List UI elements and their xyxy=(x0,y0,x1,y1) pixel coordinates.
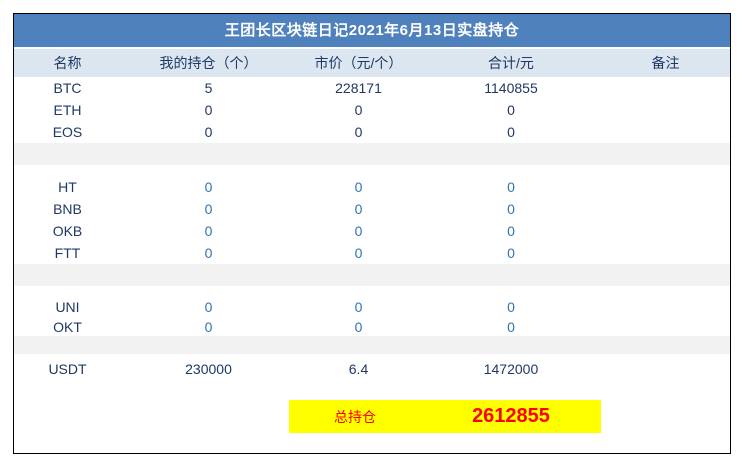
cell-price[interactable]: 0 xyxy=(354,319,363,335)
cell-price[interactable]: 228171 xyxy=(335,80,382,96)
cell-total[interactable]: 0 xyxy=(507,299,515,315)
separator-white xyxy=(14,286,730,296)
cell-total[interactable]: 0 xyxy=(507,102,515,118)
cell-name[interactable]: UNI xyxy=(55,299,80,315)
separator-white xyxy=(14,165,730,176)
cell-name[interactable]: ETH xyxy=(53,102,82,118)
cell-holding[interactable]: 0 xyxy=(204,223,213,239)
column-header-note[interactable]: 备注 xyxy=(651,55,680,71)
cell-name[interactable]: EOS xyxy=(52,124,83,140)
cell-total[interactable]: 0 xyxy=(507,179,515,195)
cell-price[interactable]: 0 xyxy=(354,179,363,195)
cell-name[interactable]: FTT xyxy=(54,245,81,261)
cell-holding[interactable]: 0 xyxy=(204,179,213,195)
cell-holding[interactable]: 0 xyxy=(204,201,213,217)
separator-grey xyxy=(14,143,730,165)
cell-total[interactable]: 0 xyxy=(507,319,515,335)
table-row: FTT 0 0 0 xyxy=(14,242,730,264)
cell-price[interactable]: 0 xyxy=(354,201,363,217)
total-highlight: 总持仓 2612855 xyxy=(289,400,601,433)
cell-name[interactable]: OKB xyxy=(52,223,83,239)
total-label[interactable]: 总持仓 xyxy=(334,408,376,425)
cell-price[interactable]: 0 xyxy=(354,124,363,140)
cell-name[interactable]: BTC xyxy=(53,80,82,96)
total-row: 总持仓 2612855 xyxy=(14,400,730,433)
table-row: OKT 0 0 0 xyxy=(14,318,730,336)
header-row: 名称 我的持仓（个） 市价（元/个） 合计/元 备注 xyxy=(14,49,730,77)
cell-holding[interactable]: 230000 xyxy=(185,361,232,377)
table-row: USDT 230000 6.4 1472000 xyxy=(14,358,730,380)
separator-grey xyxy=(14,336,730,354)
column-header-holding[interactable]: 我的持仓（个） xyxy=(159,55,258,71)
cell-name[interactable]: USDT xyxy=(48,361,87,377)
table-row: HT 0 0 0 xyxy=(14,176,730,198)
total-row-spacer xyxy=(14,400,289,433)
cell-holding[interactable]: 0 xyxy=(204,319,213,335)
cell-total[interactable]: 0 xyxy=(507,245,515,261)
cell-total[interactable]: 1140855 xyxy=(484,80,538,96)
cell-total[interactable]: 0 xyxy=(507,124,515,140)
total-value[interactable]: 2612855 xyxy=(472,405,550,427)
column-header-total[interactable]: 合计/元 xyxy=(488,55,534,71)
cell-holding[interactable]: 0 xyxy=(204,299,213,315)
cell-total[interactable]: 0 xyxy=(507,223,515,239)
cell-holding[interactable]: 0 xyxy=(204,102,213,118)
separator-white xyxy=(14,354,730,358)
cell-price[interactable]: 0 xyxy=(354,245,363,261)
table-row: BTC 5 228171 1140855 xyxy=(14,77,730,99)
cell-price[interactable]: 0 xyxy=(354,102,363,118)
sheet-title: 王团长区块链日记2021年6月13日实盘持仓 xyxy=(14,14,730,47)
cell-total[interactable]: 1472000 xyxy=(483,361,539,377)
cell-total[interactable]: 0 xyxy=(507,201,515,217)
cell-holding[interactable]: 0 xyxy=(204,124,213,140)
table-row: ETH 0 0 0 xyxy=(14,99,730,121)
table-body: BTC 5 228171 1140855 ETH 0 0 0 EOS 0 0 0 HT 0 0 0 BNB 0 0 0… xyxy=(14,77,730,380)
column-header-name[interactable]: 名称 xyxy=(53,55,82,71)
table-row: EOS 0 0 0 xyxy=(14,121,730,143)
cell-holding[interactable]: 5 xyxy=(204,80,213,96)
cell-holding[interactable]: 0 xyxy=(204,245,213,261)
cell-name[interactable]: OKT xyxy=(53,319,82,335)
table-row: UNI 0 0 0 xyxy=(14,296,730,318)
table-row: OKB 0 0 0 xyxy=(14,220,730,242)
cell-price[interactable]: 6.4 xyxy=(348,361,369,377)
cell-name[interactable]: HT xyxy=(58,179,77,195)
column-header-price[interactable]: 市价（元/个） xyxy=(314,55,403,71)
holdings-spreadsheet: 王团长区块链日记2021年6月13日实盘持仓 名称 我的持仓（个） 市价（元/个… xyxy=(13,13,731,454)
table-row: BNB 0 0 0 xyxy=(14,198,730,220)
cell-price[interactable]: 0 xyxy=(354,223,363,239)
separator-grey xyxy=(14,264,730,286)
cell-price[interactable]: 0 xyxy=(354,299,363,315)
cell-name[interactable]: BNB xyxy=(53,201,82,217)
